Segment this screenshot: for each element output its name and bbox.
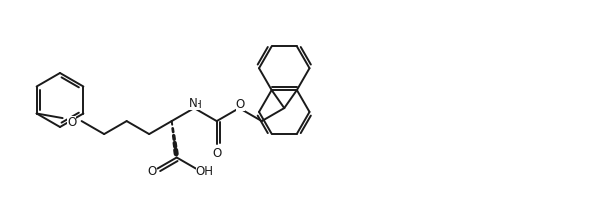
Text: O: O — [147, 165, 156, 178]
Text: O: O — [67, 116, 76, 129]
Text: OH: OH — [196, 165, 214, 178]
Text: H: H — [194, 100, 202, 110]
Text: O: O — [212, 147, 221, 161]
Text: O: O — [236, 98, 245, 111]
Text: N: N — [189, 97, 197, 110]
